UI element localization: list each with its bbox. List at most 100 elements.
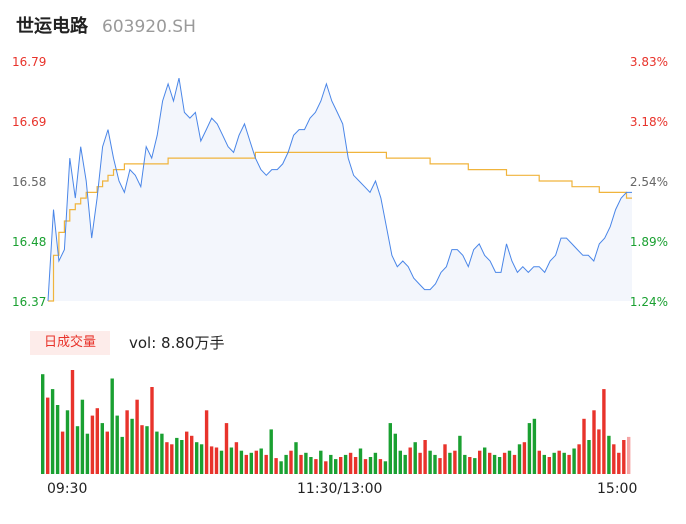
volume-bar [334,459,338,474]
volume-bar [75,426,80,474]
pct-tick-label: 2.54% [629,175,668,189]
volume-bar [229,447,234,474]
price-tick-label: 16.79 [12,55,47,69]
volume-bar [314,459,318,474]
volume-bar [373,452,378,474]
volume-bar [204,410,209,474]
volume-bar [433,454,437,474]
volume-bar [309,457,313,474]
volume-bar [343,454,348,474]
volume-bar [348,452,353,474]
volume-bar [125,410,129,474]
volume-bar [463,454,467,474]
volume-bar [244,454,248,474]
volume-bar [55,405,60,474]
price-tick-label: 16.37 [12,295,47,309]
volume-bar [150,387,154,474]
volume-bar [502,452,507,474]
volume-bar [383,461,388,474]
volume-bar [438,458,442,474]
time-label-midday: 11:30/13:00 [297,481,383,497]
volume-bar [458,435,462,474]
volume-bar [448,452,452,474]
volume-bar [170,444,174,474]
volume-bar [532,418,537,474]
volume-bar [393,433,397,474]
volume-bar [304,452,308,474]
volume-bar [239,450,244,474]
volume-bar [135,399,139,474]
volume-bar [155,431,159,474]
volume-bar [145,426,149,474]
volume-bar [567,454,571,474]
volume-bar [294,442,298,474]
volume-bar [339,457,343,474]
volume-bar [418,452,422,474]
volume-bar [622,440,626,474]
volume-bar [259,448,263,474]
volume-bar [527,423,532,474]
volume-bar [443,444,447,474]
volume-bar [279,461,283,474]
volume-bar [468,457,472,474]
volume-bar [234,442,239,474]
pct-tick-label: 1.24% [629,295,668,309]
volume-bar [289,450,293,474]
volume-bar [512,454,517,474]
volume-bar [592,410,596,474]
volume-bar [562,452,566,474]
volume-bar [557,450,561,474]
volume-bar [319,450,323,474]
volume-bar [552,452,556,474]
price-tick-label: 16.69 [12,115,47,129]
volume-bar [627,436,631,474]
volume-bar [190,435,194,474]
volume-bar [264,454,268,474]
volume-bar [70,370,75,474]
volume-bar [219,450,224,474]
volume-bar [483,447,487,474]
volume-bar [85,433,90,474]
volume-tab[interactable]: 日成交量 [30,331,110,355]
volume-bar [95,408,99,474]
pct-tick-label: 3.18% [629,115,668,129]
volume-bar [324,461,328,474]
volume-bar [120,436,124,474]
volume-bar [249,452,253,474]
volume-bar [368,457,373,474]
volume-bar [90,415,95,474]
volume-bar [517,444,522,474]
volume-bar [224,423,229,474]
volume-bar [284,454,288,474]
volume-bar [329,454,333,474]
volume-bar [80,399,85,474]
volume-bar [453,450,457,474]
volume-bar [587,440,591,474]
volume-bar [180,440,184,474]
volume-bar [403,454,407,474]
price-area [48,78,632,301]
price-tick-label: 16.58 [12,175,47,189]
volume-bar [165,442,169,474]
volume-bar [478,450,482,474]
volume-readout: vol: 8.80万手 [129,334,225,352]
volume-bar [582,418,586,474]
volume-bar [602,389,606,474]
volume-bar [115,415,119,474]
volume-bar [497,457,502,474]
volume-bar [612,444,616,474]
volume-bar [428,450,432,474]
average-price-line [48,151,632,302]
volume-bar [607,435,611,474]
price-tick-label: 16.48 [12,235,47,249]
price-line [47,77,632,302]
volume-bar [41,374,45,474]
volume-bar [378,459,383,474]
volume-bar [185,431,189,474]
volume-bar [363,459,368,474]
volume-bar [537,450,541,474]
volume-bar [199,444,204,474]
volume-bar [130,418,134,474]
volume-bar [160,433,164,474]
volume-bar [105,431,109,474]
